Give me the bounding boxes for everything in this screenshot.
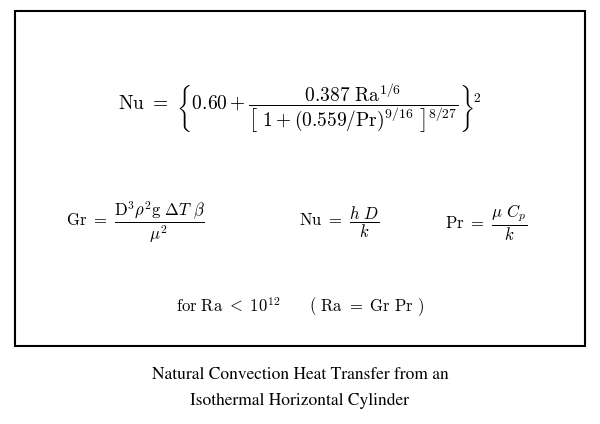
- Text: $\mathrm{Gr} \ = \ \dfrac{\mathrm{D}^3\rho^2\mathrm{g} \ \Delta T \ \beta}{\mu^2: $\mathrm{Gr} \ = \ \dfrac{\mathrm{D}^3\r…: [65, 200, 205, 245]
- FancyBboxPatch shape: [15, 11, 585, 346]
- Text: $\mathrm{Nu} \ = \ \dfrac{h \ D}{k}$: $\mathrm{Nu} \ = \ \dfrac{h \ D}{k}$: [299, 205, 379, 240]
- Text: $\mathrm{for \ Ra} \ < \ 10^{12} \qquad ( \ \mathrm{Ra} \ = \ \mathrm{Gr} \ \mat: $\mathrm{for \ Ra} \ < \ 10^{12} \qquad …: [176, 296, 424, 319]
- Text: $\mathrm{Pr} \ = \ \dfrac{\mu \ C_p}{k}$: $\mathrm{Pr} \ = \ \dfrac{\mu \ C_p}{k}$: [445, 203, 527, 243]
- Text: $\mathrm{Nu} \ = \ \left\{ 0.60 + \dfrac{0.387 \ \mathrm{Ra}^{1/6}}{\left[\ 1 + : $\mathrm{Nu} \ = \ \left\{ 0.60 + \dfrac…: [118, 81, 482, 135]
- Text: Isothermal Horizontal Cylinder: Isothermal Horizontal Cylinder: [191, 393, 409, 409]
- Text: Natural Convection Heat Transfer from an: Natural Convection Heat Transfer from an: [152, 367, 448, 383]
